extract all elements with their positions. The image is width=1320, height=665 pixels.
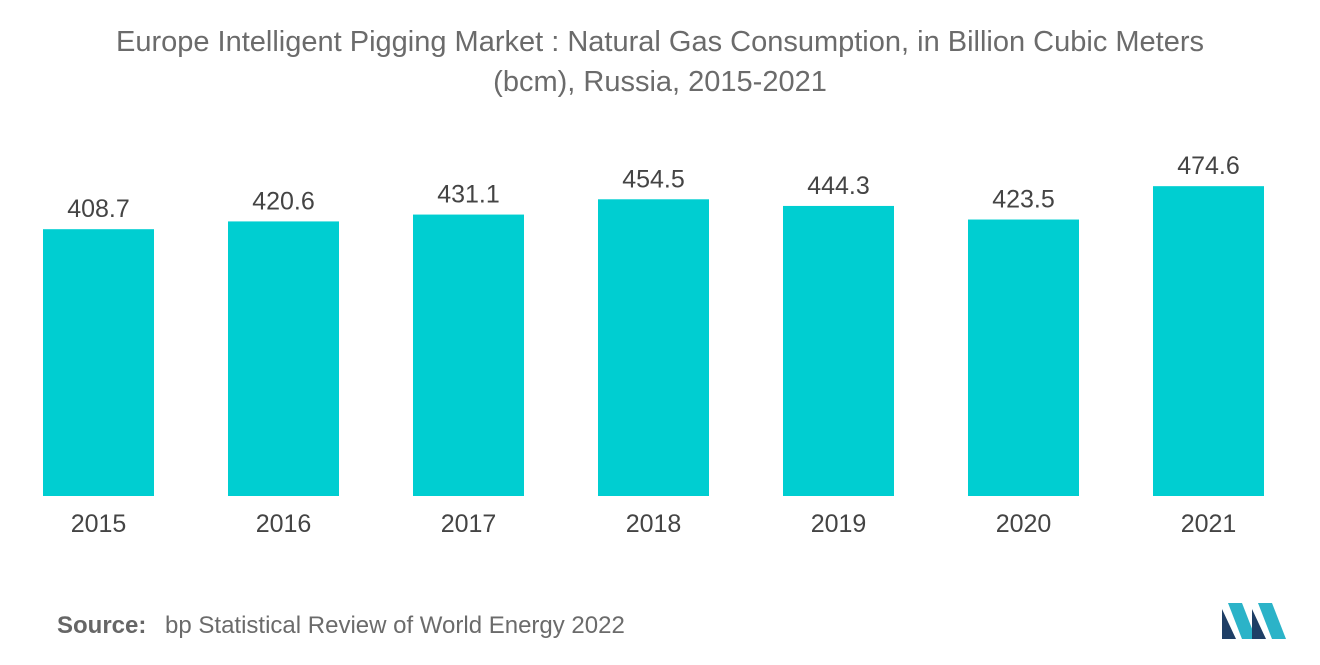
value-label-2021: 474.6 — [1177, 152, 1240, 180]
source-text: bp Statistical Review of World Energy 20… — [165, 612, 625, 639]
mordor-intelligence-logo-icon — [1222, 603, 1286, 639]
bar-2016 — [228, 221, 339, 496]
bar-2021 — [1153, 186, 1264, 496]
chart-title: Europe Intelligent Pigging Market : Natu… — [0, 22, 1320, 102]
value-label-2020: 423.5 — [992, 186, 1055, 214]
x-tick-label-2020: 2020 — [996, 510, 1052, 538]
x-tick-label-2019: 2019 — [811, 510, 867, 538]
value-label-2016: 420.6 — [252, 187, 315, 215]
bar-chart: 408.7 2015 420.6 2016 431.1 2017 454.5 2018 444.… — [43, 152, 1264, 538]
x-tick-label-2015: 2015 — [71, 510, 127, 538]
bar-2018 — [598, 199, 709, 496]
value-label-2015: 408.7 — [67, 195, 130, 223]
bar-2015 — [43, 229, 154, 497]
x-tick-label-2017: 2017 — [441, 510, 497, 538]
value-label-2018: 454.5 — [622, 165, 685, 193]
x-tick-label-2021: 2021 — [1181, 510, 1237, 538]
value-label-2017: 431.1 — [437, 181, 500, 209]
bar-2017 — [413, 214, 524, 496]
source-note: Source: bp Statistical Review of World E… — [57, 612, 625, 640]
value-label-2019: 444.3 — [807, 172, 870, 200]
chart-title-line-1: Europe Intelligent Pigging Market : Natu… — [115, 26, 1205, 58]
bar-2019 — [783, 205, 894, 496]
x-tick-label-2018: 2018 — [626, 510, 682, 538]
source-label: Source: — [57, 612, 147, 639]
bar-2020 — [968, 219, 1079, 496]
x-tick-label-2016: 2016 — [256, 510, 312, 538]
chart-title-line-2: (bcm), Russia, 2015-2021 — [493, 66, 827, 98]
